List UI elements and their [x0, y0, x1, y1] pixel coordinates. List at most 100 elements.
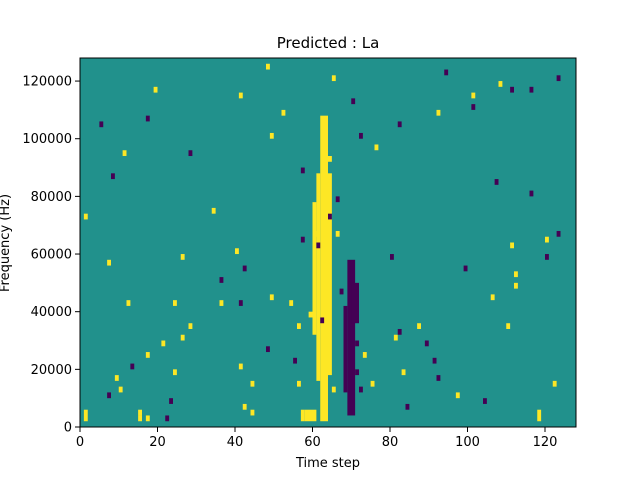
heatmap-cell-low: [494, 179, 499, 185]
heatmap-cell-high: [324, 398, 328, 404]
heatmap-cell-low: [351, 98, 356, 105]
heatmap-cell-low: [397, 121, 402, 128]
heatmap-cell-low: [405, 403, 410, 410]
x-tick-label: 120: [533, 435, 558, 450]
heatmap-cell-low: [359, 386, 363, 393]
heatmap-cell-low: [397, 328, 402, 335]
heatmap-cell-low: [463, 265, 468, 272]
heatmap-cell-high: [436, 109, 441, 116]
heatmap-cell-high: [312, 230, 317, 237]
heatmap-cell-high: [269, 294, 274, 301]
heatmap-cell-low: [483, 398, 487, 404]
heatmap-cell-high: [122, 150, 127, 157]
heatmap-cell-high: [537, 409, 542, 422]
heatmap-cell-high: [83, 409, 88, 422]
heatmap-cell-high: [320, 115, 328, 422]
heatmap-cell-low: [432, 357, 437, 364]
heatmap-cell-high: [370, 380, 375, 387]
heatmap-cell-low: [219, 277, 224, 283]
heatmap-cell-low: [316, 242, 321, 249]
heatmap-cell-low: [328, 213, 332, 220]
heatmap-cell-high: [289, 300, 294, 306]
y-axis: 0 20000 40000 60000 80000 100000 120000: [22, 75, 80, 436]
heatmap-cell-high: [250, 380, 255, 387]
plot-frame: [79, 57, 577, 428]
heatmap-cell-high: [374, 144, 379, 151]
heatmap-cell-high: [401, 369, 406, 376]
y-tick-label: 100000: [22, 132, 72, 147]
heatmap-cell-high: [362, 352, 367, 358]
heatmap-cell-high: [281, 109, 286, 116]
heatmap-cell-low: [529, 86, 534, 93]
heatmap-cell-high: [514, 271, 518, 278]
heatmap-cell-low: [266, 346, 270, 353]
heatmap-cell-low: [300, 236, 305, 243]
heatmap-cell-high: [316, 173, 321, 381]
y-tick-label: 40000: [31, 305, 72, 320]
heatmap-cell-high: [331, 75, 336, 82]
heatmap-cell-high: [138, 409, 142, 416]
heatmap-cell-low: [107, 392, 111, 399]
x-tick-label: 60: [304, 435, 321, 450]
heatmap-cell-low: [130, 363, 135, 370]
heatmap-cell-high: [126, 300, 131, 306]
heatmap-cell-low: [99, 121, 104, 128]
heatmap-cell-high: [498, 81, 503, 87]
x-tick-label: 80: [382, 435, 399, 450]
heatmap-cell-high: [304, 409, 317, 422]
y-axis-label: Frequency (Hz): [0, 194, 13, 292]
heatmap-cell-high: [145, 415, 150, 422]
heatmap-cell-low: [165, 415, 170, 422]
heatmap-cell-low: [355, 340, 359, 347]
heatmap-cell-high: [328, 156, 332, 162]
heatmap-cell-high: [510, 242, 514, 249]
heatmap-cell-high: [188, 323, 193, 329]
heatmap-cell-low: [436, 375, 441, 381]
x-tick-label: 100: [455, 435, 480, 450]
heatmap-cell-high: [300, 409, 305, 422]
heatmap-cell-high: [238, 92, 243, 99]
heatmap-cell-low: [335, 196, 340, 203]
heatmap-cell-high: [417, 323, 421, 329]
heatmap-cell-low: [293, 357, 297, 364]
heatmap-cell-low: [242, 265, 247, 272]
heatmap-cell-high: [173, 369, 177, 376]
heatmap-cell-low: [339, 288, 344, 295]
plot-area: [79, 57, 577, 428]
heatmap-cells: [83, 63, 561, 422]
heatmap-cell-high: [297, 380, 301, 387]
heatmap-cell-low: [300, 167, 305, 174]
heatmap-cell-low: [351, 282, 359, 324]
heatmap-cell-low: [390, 254, 394, 260]
heatmap-cell-high: [211, 207, 216, 214]
heatmap-cell-low: [556, 75, 561, 82]
heatmap-cell-low: [545, 254, 549, 260]
heatmap-cell-high: [266, 63, 270, 70]
heatmap-cell-high: [297, 323, 301, 329]
heatmap-cell-high: [180, 334, 185, 341]
heatmap-cell-high: [235, 248, 239, 255]
heatmap-cell-high: [328, 173, 332, 376]
heatmap-cell-high: [312, 202, 317, 335]
heatmap-cell-low: [238, 300, 243, 306]
heatmap-cell-high: [161, 340, 166, 347]
heatmap-cell-high: [471, 92, 476, 99]
heatmap-cell-low: [355, 369, 359, 376]
y-tick-label: 80000: [31, 190, 72, 205]
heatmap-cell-high: [490, 294, 495, 301]
heatmap-cell-low: [529, 190, 534, 197]
y-tick-label: 20000: [31, 363, 72, 378]
heatmap-cell-low: [444, 69, 449, 76]
heatmap-cell-low: [424, 340, 429, 347]
heatmap-cell-high: [138, 415, 142, 422]
heatmap-cell-high: [393, 334, 398, 341]
heatmap-cell-low: [510, 86, 514, 93]
heatmap-cell-low: [556, 230, 561, 237]
heatmap-cell-high: [250, 409, 255, 416]
heatmap-cell-high: [118, 386, 123, 393]
x-tick-label: 40: [227, 435, 244, 450]
heatmap-cell-high: [153, 86, 158, 93]
chart-title: Predicted : La: [277, 34, 380, 52]
heatmap-cell-low: [145, 115, 150, 122]
